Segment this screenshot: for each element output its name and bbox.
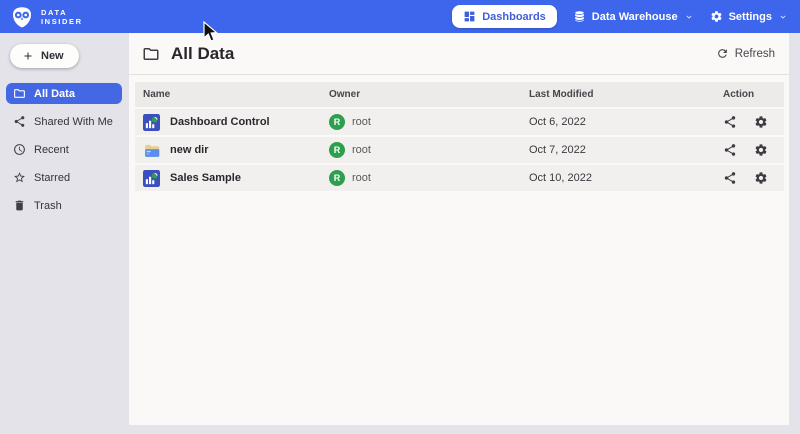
owner-avatar: R <box>329 170 345 186</box>
share-action-icon[interactable] <box>723 143 737 157</box>
clock-icon <box>14 144 25 155</box>
table-row[interactable]: Sales Sample R root Oct 10, 2022 <box>135 165 784 191</box>
files-table: Name Owner Last Modified Action Das <box>135 82 784 191</box>
nav-dashboards-label: Dashboards <box>482 10 546 23</box>
owner-avatar: R <box>329 114 345 130</box>
owner-name: root <box>352 172 371 184</box>
refresh-label: Refresh <box>734 47 775 60</box>
sidebar-nav: All Data Shared With Me Recent Starred T… <box>0 83 128 216</box>
file-name: Dashboard Control <box>170 116 270 128</box>
app-name: DATA INSIDER <box>41 7 83 26</box>
file-name: new dir <box>170 144 209 156</box>
dashboard-chart-icon <box>143 169 160 187</box>
top-navigation: Dashboards Data Warehouse Settings <box>452 5 788 28</box>
dashboard-chart-icon <box>143 113 160 131</box>
last-modified-date: Oct 10, 2022 <box>529 172 592 184</box>
sidebar-item-label: Shared With Me <box>34 115 113 128</box>
nav-data-warehouse-label: Data Warehouse <box>591 10 678 23</box>
owner-name: root <box>352 144 371 156</box>
sidebar-item-label: Starred <box>34 171 71 184</box>
nav-dashboards-button[interactable]: Dashboards <box>452 5 557 28</box>
app-logo: DATA INSIDER <box>10 5 83 29</box>
sidebar: New All Data Shared With Me Recent Starr… <box>0 33 128 434</box>
settings-action-icon[interactable] <box>754 171 768 185</box>
plus-icon <box>24 52 32 60</box>
settings-action-icon[interactable] <box>754 143 768 157</box>
column-header-action: Action <box>723 89 755 100</box>
chevron-down-icon <box>780 15 786 19</box>
new-button[interactable]: New <box>10 44 79 68</box>
share-icon <box>14 116 25 127</box>
refresh-icon <box>717 49 727 58</box>
settings-action-icon[interactable] <box>754 115 768 129</box>
last-modified-date: Oct 7, 2022 <box>529 144 586 156</box>
owner-avatar: R <box>329 142 345 158</box>
share-action-icon[interactable] <box>723 115 737 129</box>
sidebar-item-trash[interactable]: Trash <box>6 195 122 216</box>
content-card: All Data Refresh Name Owner Last Modifie… <box>129 33 789 425</box>
sidebar-item-shared-with-me[interactable]: Shared With Me <box>6 111 122 132</box>
table-row[interactable]: new dir R root Oct 7, 2022 <box>135 137 784 163</box>
nav-settings-button[interactable]: Settings <box>710 10 788 23</box>
sidebar-item-label: All Data <box>34 87 75 100</box>
nav-data-warehouse-button[interactable]: Data Warehouse <box>573 10 694 23</box>
table-header-row: Name Owner Last Modified Action <box>135 82 784 107</box>
refresh-button[interactable]: Refresh <box>716 47 775 60</box>
folder-icon <box>14 89 25 98</box>
page-header: All Data Refresh <box>129 33 789 75</box>
folder-icon <box>145 144 160 157</box>
sidebar-item-label: Trash <box>34 199 62 212</box>
trash-icon <box>15 200 24 211</box>
dashboard-icon <box>464 11 475 22</box>
folder-outline-icon <box>143 47 159 60</box>
table-row[interactable]: Dashboard Control R root Oct 6, 2022 <box>135 109 784 135</box>
nav-settings-label: Settings <box>728 10 772 23</box>
sidebar-item-all-data[interactable]: All Data <box>6 83 122 104</box>
page-title: All Data <box>171 43 235 63</box>
database-icon <box>574 11 584 22</box>
last-modified-date: Oct 6, 2022 <box>529 116 586 128</box>
top-bar: DATA INSIDER Dashboards Data Warehouse <box>0 0 800 33</box>
sidebar-item-label: Recent <box>34 143 69 156</box>
star-icon <box>14 172 25 183</box>
main-area: All Data Refresh Name Owner Last Modifie… <box>128 33 800 434</box>
owner-name: root <box>352 116 371 128</box>
chevron-down-icon <box>686 15 692 19</box>
new-button-label: New <box>41 50 64 62</box>
share-action-icon[interactable] <box>723 171 737 185</box>
file-name: Sales Sample <box>170 172 241 184</box>
column-header-last-modified: Last Modified <box>529 89 594 100</box>
sidebar-item-recent[interactable]: Recent <box>6 139 122 160</box>
sidebar-item-starred[interactable]: Starred <box>6 167 122 188</box>
column-header-name: Name <box>143 89 171 100</box>
column-header-owner: Owner <box>329 89 361 100</box>
gear-icon <box>711 11 722 22</box>
owl-logo-icon <box>13 6 31 27</box>
